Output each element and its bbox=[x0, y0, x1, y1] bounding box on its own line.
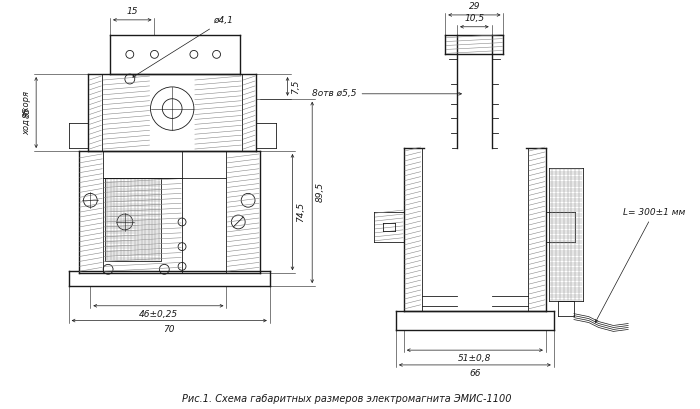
Text: 74,5: 74,5 bbox=[296, 202, 305, 222]
Text: 70: 70 bbox=[164, 324, 175, 333]
Text: L= 300±1 мм: L= 300±1 мм bbox=[595, 208, 685, 322]
Text: 89,5: 89,5 bbox=[316, 182, 325, 202]
Text: 66: 66 bbox=[469, 369, 481, 378]
Text: 51±0,8: 51±0,8 bbox=[458, 354, 491, 363]
Text: 15: 15 bbox=[127, 7, 138, 16]
Text: 29: 29 bbox=[468, 2, 480, 11]
Text: 46±0,25: 46±0,25 bbox=[139, 310, 178, 319]
Text: 10,5: 10,5 bbox=[464, 14, 484, 23]
Text: 7,5: 7,5 bbox=[291, 79, 300, 94]
Text: 85: 85 bbox=[23, 107, 32, 118]
Text: ø4,1: ø4,1 bbox=[133, 16, 234, 77]
Text: ход якоря: ход якоря bbox=[22, 90, 31, 135]
Text: 8отв ø5,5: 8отв ø5,5 bbox=[312, 89, 461, 98]
Bar bbox=[105, 178, 162, 261]
Text: Рис.1. Схема габаритных размеров электромагнита ЭМИС-1100: Рис.1. Схема габаритных размеров электро… bbox=[182, 394, 512, 405]
